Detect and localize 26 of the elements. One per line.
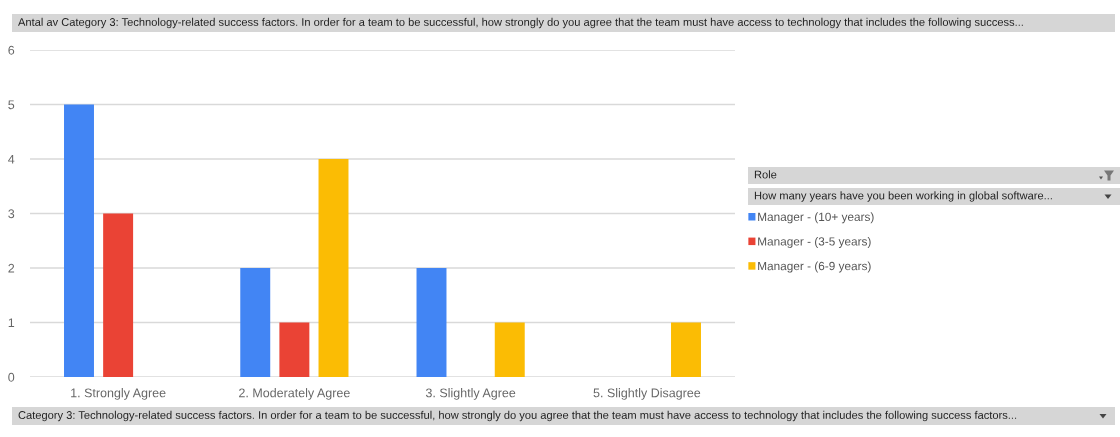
y-tick-label: 5 [8,100,15,110]
bar [318,159,349,377]
y-tick-label: 4 [8,154,15,164]
text: How many years have you been working in global software... [754,191,1052,202]
legend-label: Manager - (10+ years) [758,212,874,224]
y-tick-label: 1 [8,318,15,328]
legend-label: Manager - (6-9 years) [758,261,871,273]
chart-title: Antal av Category 3: Technology-related success factors. In order for a team to be successful, how strongly do you agree that the team must have access to technology that includes the following success... [18,17,1023,29]
x-tick-label: 2. Moderately Agree [239,388,350,400]
bar [416,268,447,377]
bar [671,322,701,377]
x-tick-label: 1. Strongly Agree [71,388,166,400]
bar [103,213,134,377]
x-tick-label: 5. Slightly Disagree [593,388,701,400]
y-tick-label: 3 [8,209,15,219]
bar [494,322,525,377]
legend-title: Role [754,170,777,179]
bar [64,104,94,377]
x-axis-title: Category 3: Technology-related success factors. In order for a team to be successful, how strongly do you agree that the team must have access to technology that includes the following success factors... [18,410,1017,422]
bar [240,268,271,377]
x-tick-label: 3. Slightly Agree [425,388,516,400]
y-tick-label: 0 [8,372,15,382]
bar [279,322,310,377]
y-tick-label: 6 [8,45,15,55]
legend-label: Manager - (3-5 years) [758,236,871,248]
y-tick-label: 2 [8,263,15,273]
